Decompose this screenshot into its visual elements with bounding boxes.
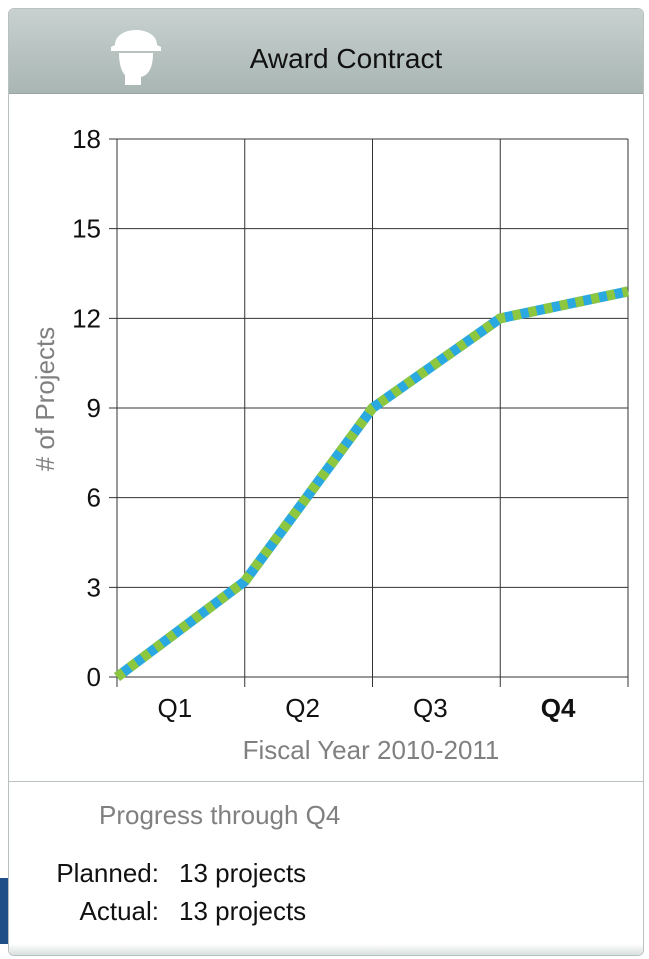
y-axis-label: # of Projects bbox=[30, 327, 60, 472]
line-chart: 0 3 6 9 12 15 18 Q1 Q2 Q3 Q4 # of Projects Fiscal … bbox=[30, 124, 630, 765]
worker-hardhat-icon bbox=[111, 30, 161, 85]
actual-label: Actual: bbox=[79, 896, 160, 926]
y-tick-label: 18 bbox=[72, 124, 101, 154]
x-tick-label: Q1 bbox=[158, 693, 193, 723]
y-tick-label: 0 bbox=[87, 662, 101, 692]
award-contract-card: Award Contract 0 3 6 9 12 15 18 Q1 Q2 Q3 Q4 # of P… bbox=[8, 8, 644, 956]
x-tick-label: Q2 bbox=[285, 693, 320, 723]
y-tick-label: 9 bbox=[87, 393, 101, 423]
progress-label: Progress through Q4 bbox=[99, 800, 341, 830]
card-title: Award Contract bbox=[249, 43, 443, 74]
y-tick-label: 6 bbox=[87, 483, 101, 513]
planned-label: Planned: bbox=[56, 858, 159, 888]
chart-lines bbox=[114, 286, 630, 682]
chart-ticks: 0 3 6 9 12 15 18 Q1 Q2 Q3 Q4 bbox=[72, 124, 576, 723]
planned-value: 13 projects bbox=[179, 858, 307, 888]
actual-value: 13 projects bbox=[179, 896, 307, 926]
x-axis-label: Fiscal Year 2010-2011 bbox=[243, 735, 500, 765]
planned-row: Planned: 13 projects bbox=[9, 858, 306, 889]
x-tick-label: Q3 bbox=[413, 693, 448, 723]
left-edge-marker bbox=[0, 878, 8, 944]
y-tick-label: 12 bbox=[72, 303, 101, 333]
series-line-2 bbox=[114, 286, 630, 682]
y-tick-label: 15 bbox=[72, 214, 101, 244]
footer-edge bbox=[9, 944, 643, 955]
card-header: Award Contract bbox=[9, 9, 643, 94]
x-tick-label: Q4 bbox=[541, 693, 576, 723]
y-tick-label: 3 bbox=[87, 572, 101, 602]
actual-row: Actual: 13 projects bbox=[9, 896, 307, 927]
progress-summary: Progress through Q4 Planned: 13 projects … bbox=[9, 781, 643, 955]
